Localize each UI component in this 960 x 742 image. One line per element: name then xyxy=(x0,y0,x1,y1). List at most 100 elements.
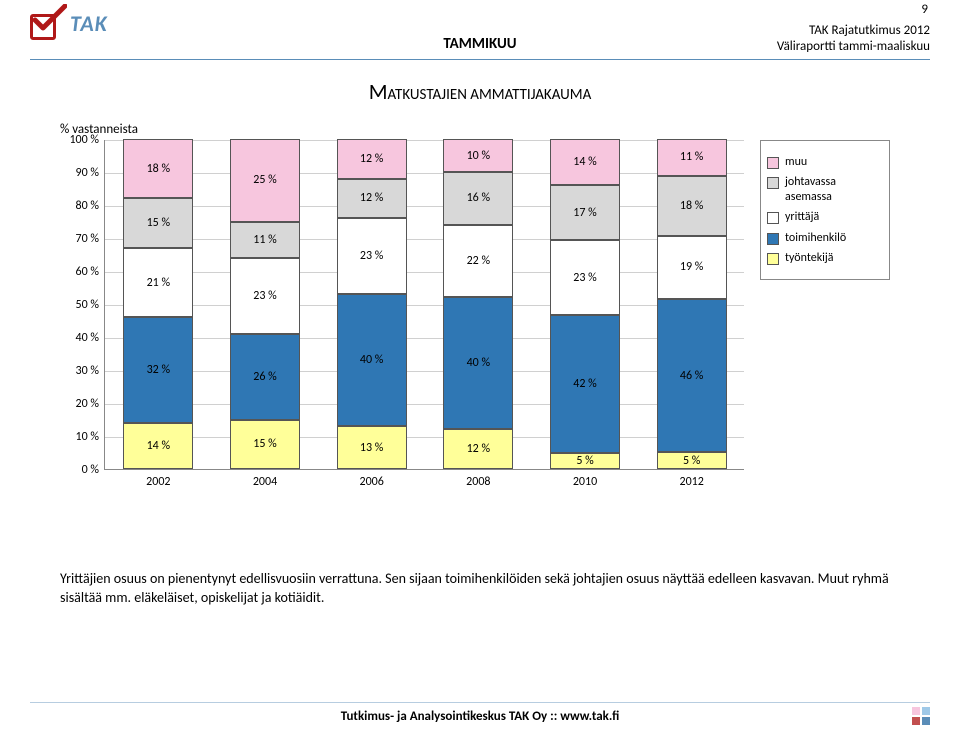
y-tick-label: 90 % xyxy=(76,166,105,180)
bar-segment: 46 % xyxy=(657,299,727,452)
page-header: TAK TAMMIKUU TAK Rajatutkimus 2012 Välir… xyxy=(30,0,930,60)
header-center: TAMMIKUU xyxy=(443,35,516,53)
bar-segment: 13 % xyxy=(337,426,407,469)
bar-segment: 25 % xyxy=(230,139,300,222)
bar-segment-label: 22 % xyxy=(467,254,490,268)
header-right-line1: TAK Rajatutkimus 2012 xyxy=(777,23,930,39)
bar-segment: 11 % xyxy=(657,139,727,176)
bar-segment-label: 17 % xyxy=(573,206,596,220)
legend-swatch-icon xyxy=(767,157,779,169)
bar: 14 % 32 % 21 % 15 % 18 % xyxy=(123,139,193,469)
y-tick-label: 40 % xyxy=(76,331,105,345)
bar: 15 % 26 % 23 % 11 % 25 % xyxy=(230,139,300,469)
bar-segment-label: 12 % xyxy=(360,191,383,205)
bar-segment-label: 12 % xyxy=(467,442,490,456)
bar-segment: 23 % xyxy=(230,258,300,334)
legend-label: johtavassa asemassa xyxy=(785,175,883,204)
legend-label: yrittäjä xyxy=(785,210,819,224)
page-footer: Tutkimus- ja Analysointikeskus TAK Oy ::… xyxy=(30,702,930,724)
bar-segment-label: 40 % xyxy=(360,353,383,367)
bar-segment: 5 % xyxy=(550,453,620,469)
legend-label: työntekijä xyxy=(785,251,834,265)
bar-segment-label: 11 % xyxy=(680,150,703,164)
footer-text: Tutkimus- ja Analysointikeskus TAK Oy ::… xyxy=(341,709,620,724)
legend-swatch-icon xyxy=(767,253,779,265)
legend-swatch-icon xyxy=(767,177,779,189)
bar-segment-label: 12 % xyxy=(360,152,383,166)
y-tick-label: 20 % xyxy=(76,397,105,411)
bar-segment: 18 % xyxy=(123,139,193,198)
y-tick-label: 50 % xyxy=(76,298,105,312)
bar-segment-label: 15 % xyxy=(147,216,170,230)
legend-label: muu xyxy=(785,155,807,169)
bar-segment-label: 5 % xyxy=(576,454,593,468)
y-tick-label: 80 % xyxy=(76,199,105,213)
x-tick-label: 2006 xyxy=(359,475,383,489)
bar-segment-label: 26 % xyxy=(253,370,276,384)
legend-item: johtavassa asemassa xyxy=(767,175,883,204)
footer-dots-icon xyxy=(912,707,930,725)
chart-legend: muu johtavassa asemassa yrittäjä toimihenki… xyxy=(760,140,890,280)
x-tick-label: 2010 xyxy=(573,475,597,489)
bar-segment: 22 % xyxy=(443,225,513,298)
title-capital: M xyxy=(369,78,388,105)
y-tick-label: 70 % xyxy=(76,232,105,246)
bar-segment-label: 14 % xyxy=(147,439,170,453)
bar-segment-label: 32 % xyxy=(147,363,170,377)
x-tick-label: 2004 xyxy=(253,475,277,489)
bar-segment-label: 19 % xyxy=(680,260,703,274)
bar-segment-label: 25 % xyxy=(253,173,276,187)
bar: 5 % 46 % 19 % 18 % 11 % xyxy=(657,139,727,469)
y-tick-label: 60 % xyxy=(76,265,105,279)
bar-segment-label: 5 % xyxy=(683,454,700,468)
x-tick-label: 2002 xyxy=(146,475,170,489)
bar: 12 % 40 % 22 % 16 % 10 % xyxy=(443,139,513,469)
page-title: MATKUSTAJIEN AMMATTIJAKAUMA xyxy=(0,78,960,105)
bar-segment-label: 40 % xyxy=(467,356,490,370)
title-rest: ATKUSTAJIEN AMMATTIJAKAUMA xyxy=(388,86,592,104)
x-tick-label: 2012 xyxy=(679,475,703,489)
bar-segment: 12 % xyxy=(443,429,513,469)
bar-segment: 23 % xyxy=(550,240,620,315)
bar-segment: 23 % xyxy=(337,218,407,294)
bar-segment-label: 42 % xyxy=(573,377,596,391)
bar-segment: 19 % xyxy=(657,236,727,299)
bar-segment: 15 % xyxy=(230,420,300,470)
bar-segment: 32 % xyxy=(123,317,193,423)
bar-segment-label: 10 % xyxy=(467,149,490,163)
bar-segment-label: 18 % xyxy=(680,199,703,213)
header-right-line2: Väliraportti tammi-maaliskuu xyxy=(777,39,930,55)
bar-segment: 15 % xyxy=(123,198,193,248)
legend-item: yrittäjä xyxy=(767,210,883,224)
bar-segment-label: 16 % xyxy=(467,191,490,205)
bar-segment-label: 21 % xyxy=(147,276,170,290)
bar-segment-label: 46 % xyxy=(680,369,703,383)
y-tick-label: 30 % xyxy=(76,364,105,378)
x-tick-label: 2008 xyxy=(466,475,490,489)
bar-segment: 26 % xyxy=(230,334,300,420)
logo: TAK xyxy=(30,6,108,40)
bar-segment: 10 % xyxy=(443,139,513,172)
legend-label: toimihenkilö xyxy=(785,231,846,245)
bar-segment: 14 % xyxy=(550,139,620,185)
legend-item: toimihenkilö xyxy=(767,231,883,245)
bar-segment-label: 11 % xyxy=(253,233,276,247)
logo-mark-icon xyxy=(30,6,68,40)
legend-swatch-icon xyxy=(767,233,779,245)
bar-segment-label: 15 % xyxy=(253,437,276,451)
bar-segment-label: 18 % xyxy=(147,162,170,176)
bar-segment-label: 23 % xyxy=(360,249,383,263)
bar-segment: 14 % xyxy=(123,423,193,469)
y-tick-label: 10 % xyxy=(76,430,105,444)
chart-plot: 0 %10 %20 %30 %40 %50 %60 %70 %80 %90 %1… xyxy=(104,140,744,470)
bar-segment: 21 % xyxy=(123,248,193,317)
body-text: Yrittäjien osuus on pienentynyt edellisv… xyxy=(60,570,900,608)
bar-segment-label: 23 % xyxy=(573,271,596,285)
bar-segment: 40 % xyxy=(443,297,513,429)
legend-swatch-icon xyxy=(767,212,779,224)
bar-segment: 12 % xyxy=(337,139,407,179)
bar-segment: 12 % xyxy=(337,179,407,219)
bar: 13 % 40 % 23 % 12 % 12 % xyxy=(337,139,407,469)
bar-segment: 42 % xyxy=(550,315,620,452)
bar-segment-label: 23 % xyxy=(253,289,276,303)
